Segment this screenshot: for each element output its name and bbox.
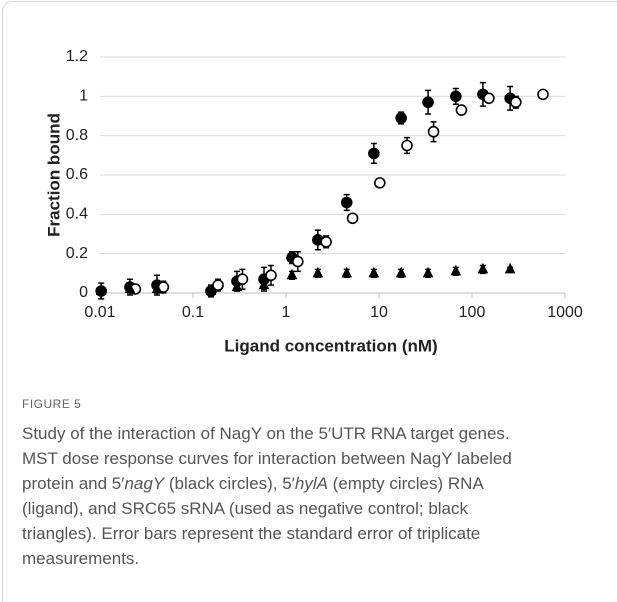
figure-label: FIGURE 5 (22, 397, 82, 411)
triangle-marker (95, 284, 107, 296)
y-tick-label: 0.4 (66, 206, 88, 223)
x-tick-label: 0.01 (84, 304, 115, 321)
circle-marker (422, 96, 434, 109)
circle-marker (320, 236, 332, 248)
x-tick-label: 1000 (547, 304, 583, 321)
circle-marker (483, 92, 495, 105)
triangle-marker (151, 282, 163, 294)
y-tick-label: 0 (79, 284, 88, 301)
x-tick-label: 10 (370, 304, 388, 321)
triangle-marker (504, 262, 516, 274)
x-tick-label: 1 (282, 304, 291, 321)
circle-marker (427, 125, 440, 138)
caption-line: triangles). Error bars represent the sta… (22, 521, 612, 546)
triangle-marker (286, 268, 298, 280)
chart: Ligand concentration (nM) Fraction bound… (44, 48, 583, 355)
caption-line: MST dose response curves for interaction… (22, 446, 612, 471)
caption-text: (empty circles) RNA (327, 474, 484, 493)
y-tick-label: 1 (79, 88, 88, 105)
caption-text: triangles). Error bars represent the sta… (22, 524, 481, 543)
circle-marker (292, 255, 304, 268)
circle-marker (212, 279, 224, 291)
caption-text: nagY (124, 474, 165, 493)
caption-line: Study of the interaction of NagY on the … (22, 421, 612, 446)
circle-marker (340, 196, 353, 209)
x-tick-label: 0.1 (182, 304, 204, 321)
caption-line: protein and 5′nagY (black circles), 5′hy… (22, 471, 612, 496)
triangle-marker (477, 262, 489, 274)
circle-marker (346, 212, 359, 225)
y-axis-title: Fraction bound (44, 113, 63, 237)
y-tick-label: 0.8 (66, 127, 88, 144)
caption-text: (ligand), and SRC65 sRNA (used as negati… (22, 499, 469, 518)
circle-marker (537, 88, 549, 101)
caption-text: Study of the interaction of NagY on the … (22, 424, 510, 443)
caption-line: measurements. (22, 546, 612, 571)
triangle-marker (312, 266, 324, 278)
y-tick-label: 0.6 (66, 166, 88, 183)
caption-text: measurements. (22, 549, 140, 568)
triangle-marker (422, 266, 434, 278)
caption-line: (ligand), and SRC65 sRNA (used as negati… (22, 496, 612, 521)
triangle-marker (258, 278, 270, 290)
circle-marker (455, 104, 468, 116)
triangle-marker (395, 266, 407, 278)
x-axis-title: Ligand concentration (nM) (224, 336, 437, 355)
triangle-marker (231, 280, 243, 292)
caption-text: hylA (294, 474, 328, 493)
circle-marker (401, 139, 413, 152)
circle-marker (510, 96, 522, 109)
y-tick-label: 1.2 (66, 48, 88, 65)
caption-text: protein and 5′ (22, 474, 125, 493)
triangle-marker (124, 282, 136, 294)
y-tick-label: 0.2 (66, 245, 88, 262)
x-tick-label: 100 (459, 304, 486, 321)
triangle-marker (341, 266, 353, 278)
triangle-marker (368, 266, 380, 278)
caption-text: MST dose response curves for interaction… (22, 449, 512, 468)
caption-text: (black circles), 5′ (164, 474, 295, 493)
circle-marker (373, 177, 386, 189)
caption: FIGURE 5 Study of the interaction of Nag… (22, 397, 612, 571)
circle-marker (265, 269, 277, 282)
circle-marker (395, 112, 407, 124)
circle-marker (236, 273, 249, 286)
circle-marker (450, 90, 462, 103)
circle-marker (368, 147, 380, 160)
triangle-marker (450, 264, 462, 276)
triangle-marker (205, 284, 217, 296)
